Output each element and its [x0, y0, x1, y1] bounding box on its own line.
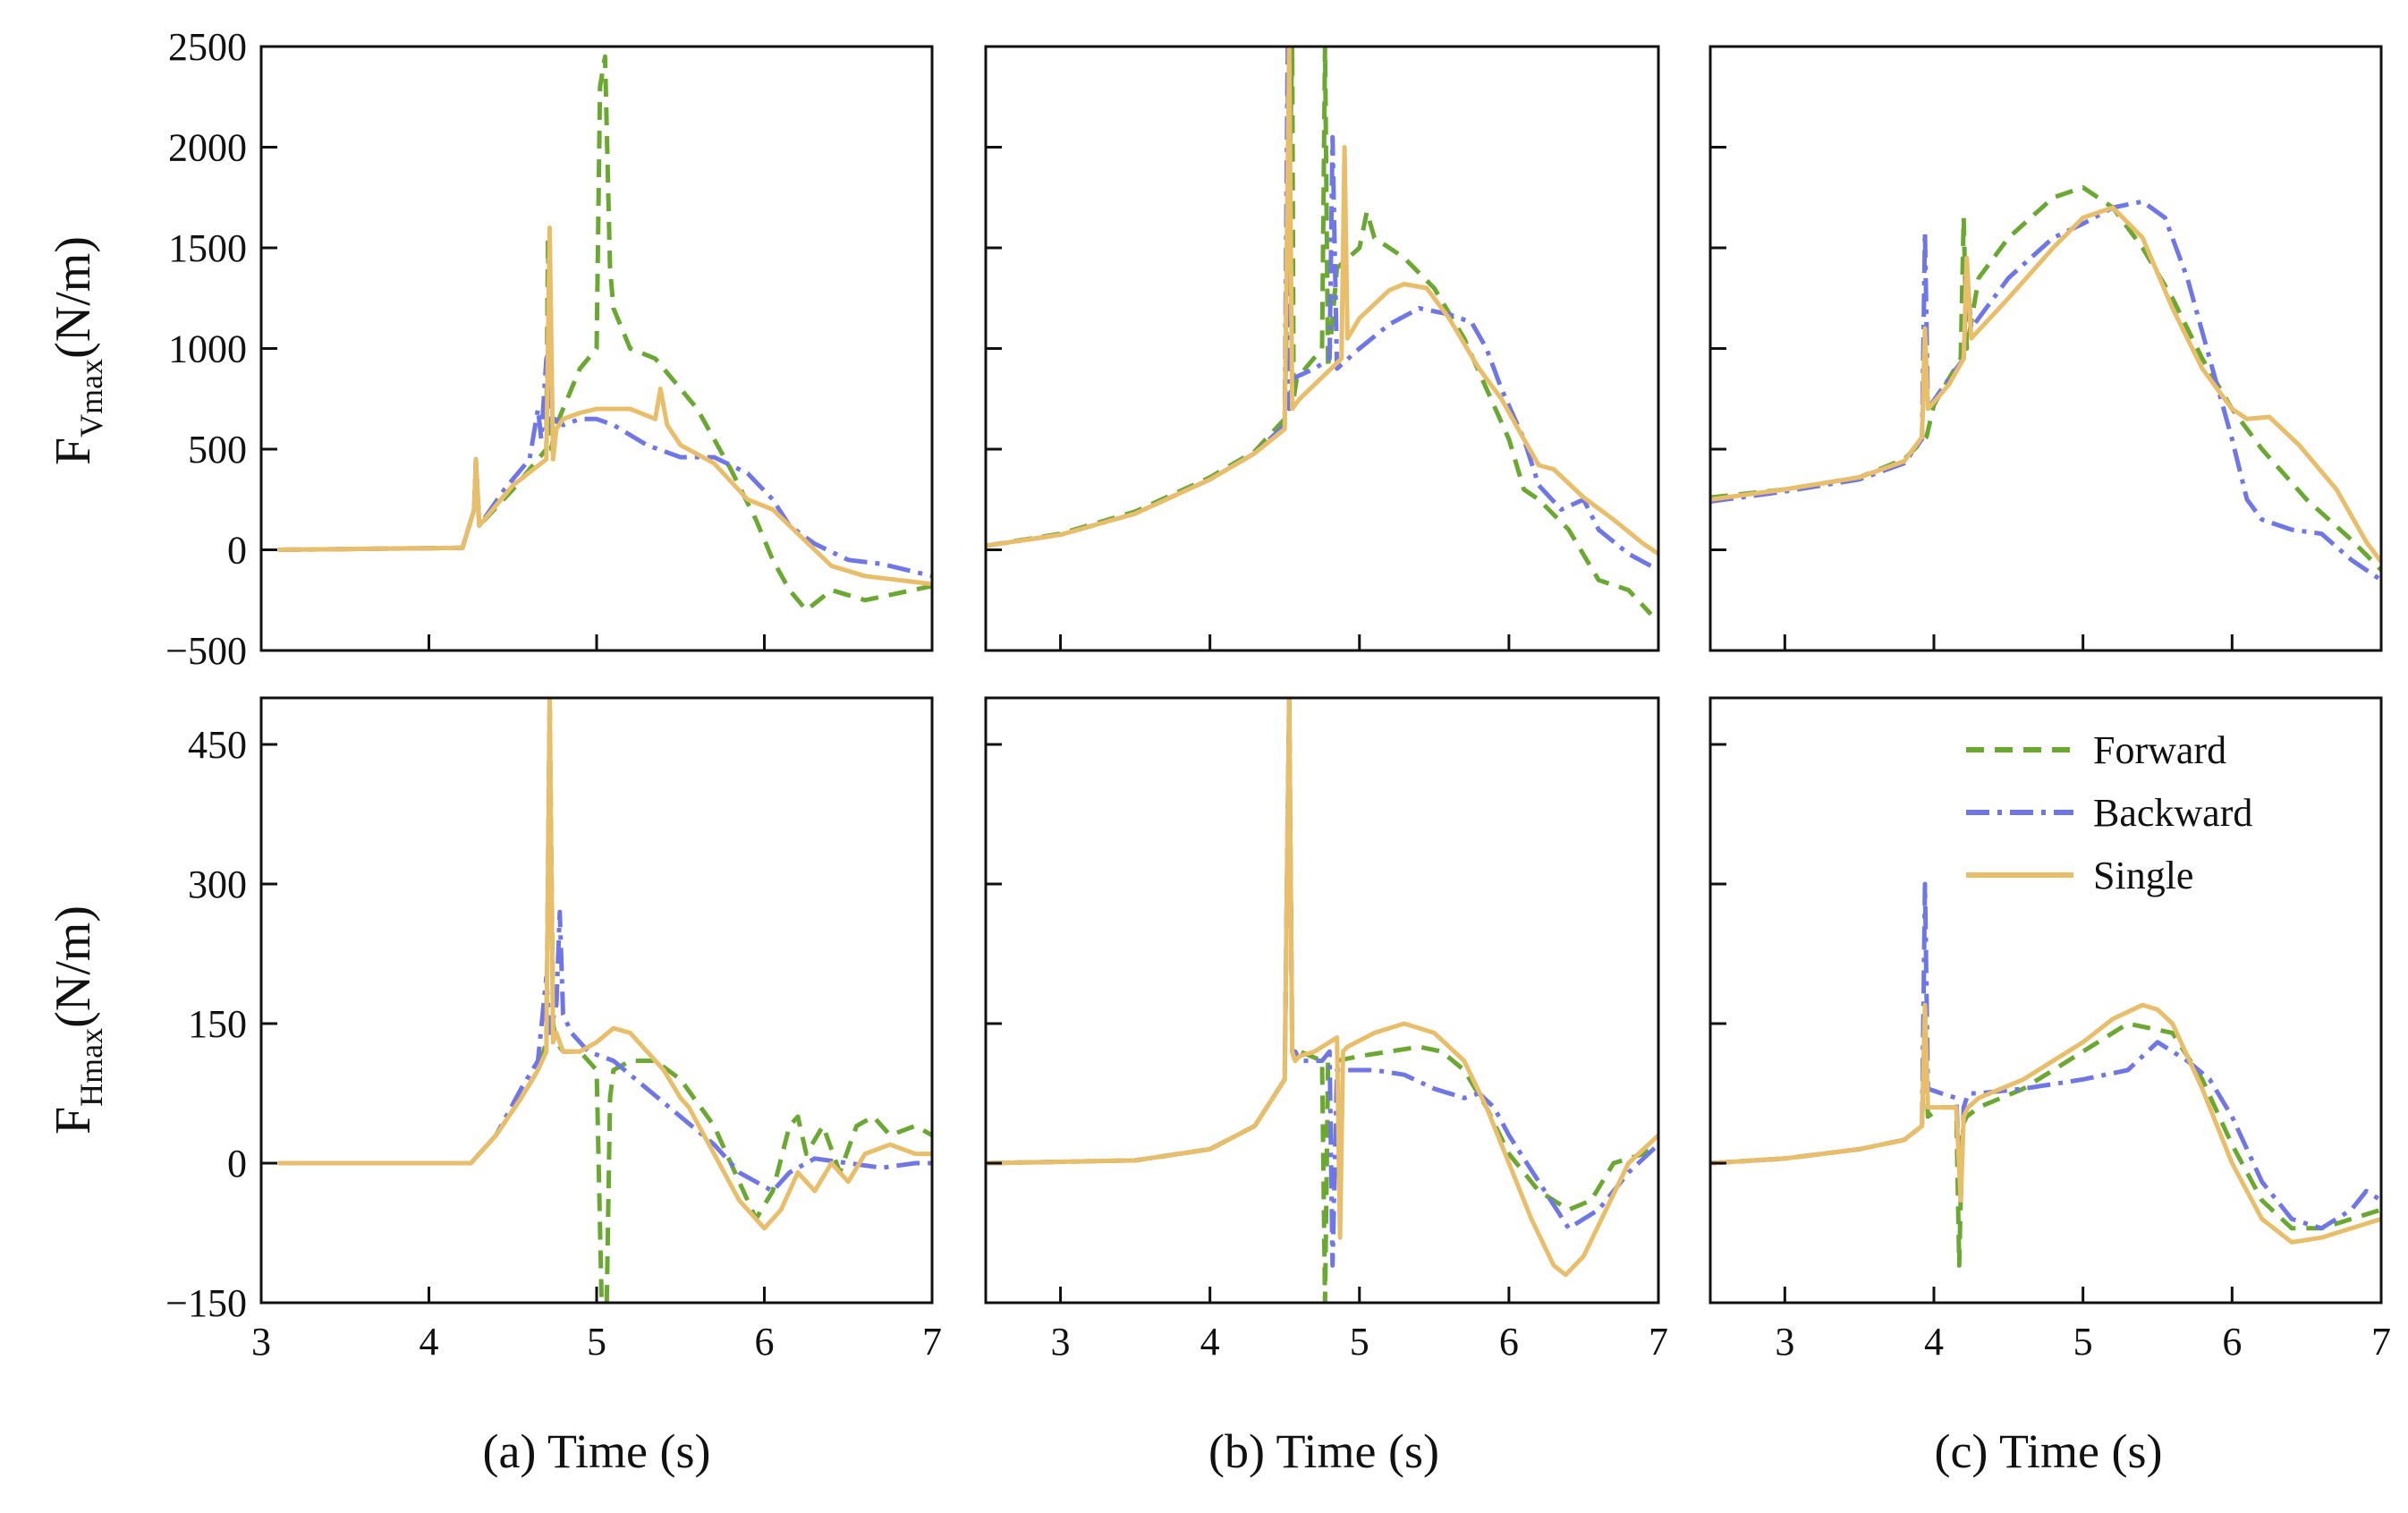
- ytick-label-a-top-1: 0: [227, 529, 247, 573]
- panel-frame-a-bottom: [259, 696, 934, 1305]
- series-backward-b-bottom: [986, 698, 1658, 1268]
- xlabel-b: (b) Time (s): [1208, 1424, 1439, 1478]
- xtick-label-b-bottom-3: 6: [1499, 1320, 1519, 1364]
- series-forward-c-bottom: [1710, 1021, 2381, 1268]
- xlabel-c: (c) Time (s): [1934, 1424, 2162, 1478]
- xtick-label-a-bottom-0: 3: [251, 1320, 271, 1364]
- ytick-label-a-top-4: 1500: [168, 226, 247, 270]
- series-backward-a-top: [277, 356, 932, 579]
- ytick-label-a-bottom-2: 150: [188, 1002, 247, 1046]
- series-forward-b-bottom: [986, 698, 1658, 1303]
- ytick-label-a-top-6: 2500: [168, 25, 247, 69]
- panel-b-bottom: 3 4 5 6 7: [984, 696, 1668, 1364]
- ytick-label-a-bottom-1: 0: [227, 1142, 247, 1186]
- series-single-a-top: [277, 225, 932, 587]
- panel-frame-b-bottom: [984, 696, 1660, 1305]
- series-group-a-bottom: [277, 698, 932, 1303]
- series-backward-a-bottom: [277, 909, 932, 1194]
- xtick-label-b-bottom-2: 5: [1350, 1320, 1369, 1364]
- series-backward-b-top: [986, 47, 1652, 568]
- ytick-label-a-bottom-0: −150: [165, 1281, 247, 1325]
- ytick-label-a-top-0: −500: [165, 629, 247, 673]
- ylabel-top: FVmax(N/m): [46, 236, 109, 465]
- panels: −500 0 500 1000 1500 2000 2500 3 4 5 6 7 −150 0 150 300…: [165, 25, 2391, 1364]
- panel-c-top: [1708, 45, 2383, 652]
- ytick-label-a-bottom-3: 300: [188, 863, 247, 906]
- series-forward-a-bottom: [277, 698, 932, 1303]
- xtick-label-c-bottom-1: 4: [1924, 1320, 1944, 1364]
- xtick-label-c-bottom-2: 5: [2073, 1320, 2093, 1364]
- xlabel-a: (a) Time (s): [482, 1424, 710, 1478]
- series-group-b-bottom: [986, 698, 1658, 1303]
- ytick-label-a-top-3: 1000: [168, 327, 247, 371]
- series-single-b-bottom: [986, 698, 1658, 1278]
- xtick-label-c-bottom-4: 7: [2371, 1320, 2391, 1364]
- xtick-label-b-bottom-1: 4: [1200, 1320, 1220, 1364]
- series-forward-c-top: [1710, 185, 2381, 572]
- series-backward-c-bottom: [1710, 881, 2381, 1231]
- legend-label-single: Single: [2093, 854, 2193, 897]
- legend-label-forward: Forward: [2093, 728, 2226, 772]
- legend-label-backward: Backward: [2093, 791, 2252, 835]
- series-forward-b-top: [986, 47, 1653, 616]
- panel-c-bottom: 3 4 5 6 7: [1708, 696, 2391, 1364]
- xtick-label-a-bottom-4: 7: [922, 1320, 942, 1364]
- series-single-a-bottom: [277, 698, 932, 1231]
- xtick-label-a-bottom-3: 6: [755, 1320, 775, 1364]
- legend: Forward Backward Single: [1966, 728, 2252, 897]
- xtick-label-b-bottom-0: 3: [1051, 1320, 1071, 1364]
- panel-frame-c-bottom: [1708, 696, 2383, 1305]
- ylabel-bottom: FHmax(N/m): [46, 905, 109, 1135]
- series-group-c-bottom: [1710, 881, 2381, 1268]
- series-single-b-top: [986, 47, 1658, 557]
- series-group-c-top: [1710, 185, 2381, 582]
- panel-frame-c-top: [1708, 45, 2383, 652]
- series-single-c-top: [1710, 205, 2381, 564]
- panel-a-top: −500 0 500 1000 1500 2000 2500: [165, 25, 934, 673]
- ytick-label-a-top-5: 2000: [168, 126, 247, 170]
- ytick-label-a-top-2: 500: [188, 428, 247, 472]
- series-group-a-top: [277, 54, 932, 613]
- panel-a-bottom: 3 4 5 6 7 −150 0 150 300 450: [165, 696, 942, 1364]
- series-group-b-top: [986, 47, 1658, 616]
- xtick-label-a-bottom-1: 4: [420, 1320, 439, 1364]
- xtick-label-c-bottom-0: 3: [1775, 1320, 1794, 1364]
- panel-b-top: [984, 45, 1660, 652]
- series-forward-a-top: [277, 54, 932, 613]
- ytick-label-a-bottom-4: 450: [188, 723, 247, 767]
- xtick-label-b-bottom-4: 7: [1649, 1320, 1668, 1364]
- series-single-c-bottom: [1710, 1002, 2381, 1245]
- xtick-label-a-bottom-2: 5: [587, 1320, 606, 1364]
- xtick-label-c-bottom-3: 6: [2222, 1320, 2242, 1364]
